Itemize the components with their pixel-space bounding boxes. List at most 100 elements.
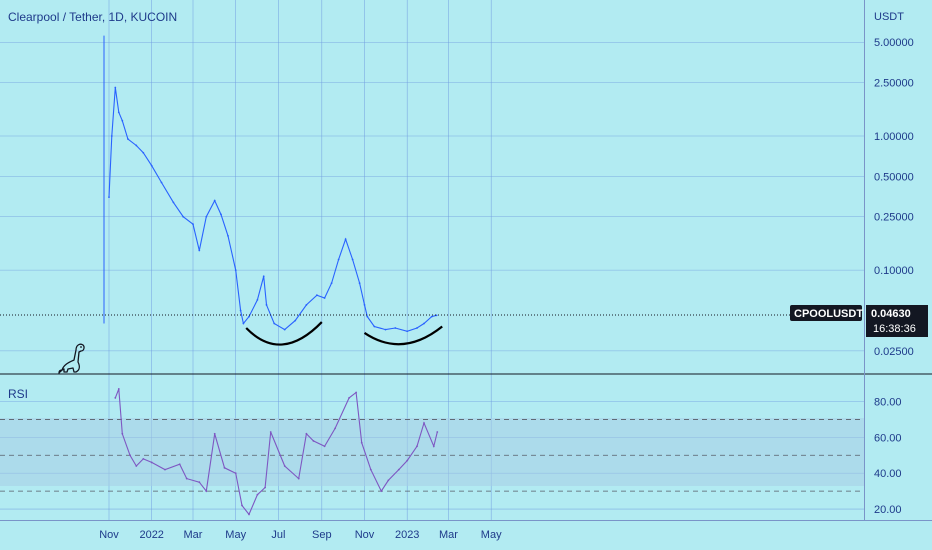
price-point [273, 322, 276, 325]
price-point [135, 144, 138, 147]
price-point [213, 199, 216, 202]
rsi-point [234, 472, 237, 475]
price-point [198, 249, 201, 252]
rsi-point [269, 431, 272, 433]
price-point [294, 319, 297, 322]
rsi-point [241, 504, 243, 507]
rsi-tick-label: 20.00 [874, 504, 902, 516]
rsi-point [135, 465, 138, 467]
rsi-tick-label: 80.00 [874, 397, 902, 409]
time-tick-label: May [481, 529, 502, 541]
rsi-point [416, 445, 418, 448]
chart-title: Clearpool / Tether, 1D, KUCOIN [8, 10, 177, 24]
time-tick-label: Nov [355, 529, 375, 541]
time-tick-label: 2023 [395, 529, 419, 541]
price-point [262, 275, 265, 278]
price-point [283, 328, 286, 331]
rsi-band-lines [0, 419, 864, 492]
price-point [373, 325, 376, 328]
price-point [323, 297, 326, 299]
symbol-tag[interactable]: CPOOLUSDT [790, 305, 863, 321]
rsi-point [323, 445, 326, 448]
price-tick-label: 0.02500 [874, 346, 914, 358]
price-point [366, 315, 369, 318]
price-point [423, 322, 425, 325]
currency-label: USDT [874, 11, 904, 23]
countdown-label: 16:38:36 [873, 323, 916, 335]
drawn-arcs [245, 321, 443, 346]
price-point [234, 269, 237, 272]
rsi-point [334, 427, 336, 430]
rsi-band [0, 418, 864, 486]
rsi-point [164, 468, 166, 471]
price-line[interactable] [108, 87, 437, 332]
rsi-point [397, 468, 400, 471]
rsi-point [297, 477, 300, 480]
rsi-point [142, 457, 145, 460]
bottom-arc-2 [363, 325, 443, 346]
rsi-point [355, 391, 357, 394]
price-tick-label: 0.50000 [874, 171, 914, 183]
price-point [172, 201, 175, 204]
price-point [205, 215, 208, 218]
price-point [351, 258, 354, 261]
price-point [114, 86, 117, 89]
price-point [182, 215, 185, 218]
price-point [160, 181, 163, 184]
price-point [256, 298, 259, 301]
time-tick-label: Jul [271, 529, 285, 541]
price-point [416, 327, 418, 329]
rsi-point [432, 445, 435, 448]
rsi-point [198, 481, 201, 484]
rsi-axis[interactable]: 80.00 60.00 40.00 20.00 [874, 397, 902, 517]
rsi-point [436, 431, 439, 433]
price-point [227, 234, 229, 237]
rsi-series[interactable] [114, 388, 439, 516]
rsi-point [205, 490, 208, 493]
price-point [142, 151, 145, 154]
rsi-point [387, 479, 390, 482]
time-tick-label: Mar [184, 529, 203, 541]
rsi-point [129, 454, 131, 457]
rsi-point [423, 422, 425, 424]
time-tick-label: Nov [99, 529, 119, 541]
price-point [108, 196, 110, 199]
rsi-line[interactable] [114, 388, 438, 516]
rsi-point [213, 432, 216, 435]
price-point [117, 111, 120, 114]
price-point [406, 330, 409, 333]
rsi-point [150, 461, 153, 464]
symbol-label: CPOOLUSDT [794, 308, 863, 320]
rsi-point [178, 463, 181, 466]
price-point [394, 327, 397, 329]
rsi-point [348, 397, 350, 399]
rsi-point [305, 432, 308, 435]
rsi-point [248, 513, 250, 516]
last-price-tag: 0.04630 16:38:36 [866, 305, 928, 337]
price-axis[interactable]: 5.00000 2.50000 1.00000 0.50000 0.25000 0.100… [874, 37, 914, 358]
price-point [239, 309, 242, 312]
grid-lines [0, 0, 864, 520]
rsi-point [121, 432, 124, 435]
rsi-point [283, 465, 286, 467]
price-point [265, 304, 268, 306]
time-axis[interactable]: Nov 2022 Mar May Jul Sep Nov 2023 Mar May [99, 529, 502, 541]
time-tick-label: Sep [312, 529, 332, 541]
price-tick-label: 1.00000 [874, 131, 914, 143]
time-tick-label: Mar [439, 529, 458, 541]
price-point [150, 164, 153, 167]
price-point [121, 119, 124, 122]
price-point [384, 328, 387, 331]
rsi-point [369, 468, 372, 471]
rsi-point [117, 388, 120, 390]
rsi-tick-label: 40.00 [874, 468, 902, 480]
rsi-point [185, 477, 188, 480]
price-point [330, 282, 333, 285]
price-tick-label: 5.00000 [874, 37, 914, 49]
time-tick-label: 2022 [139, 529, 163, 541]
dinosaur-logo-icon [58, 343, 85, 374]
price-series[interactable] [103, 35, 438, 333]
price-tick-label: 2.50000 [874, 78, 914, 90]
